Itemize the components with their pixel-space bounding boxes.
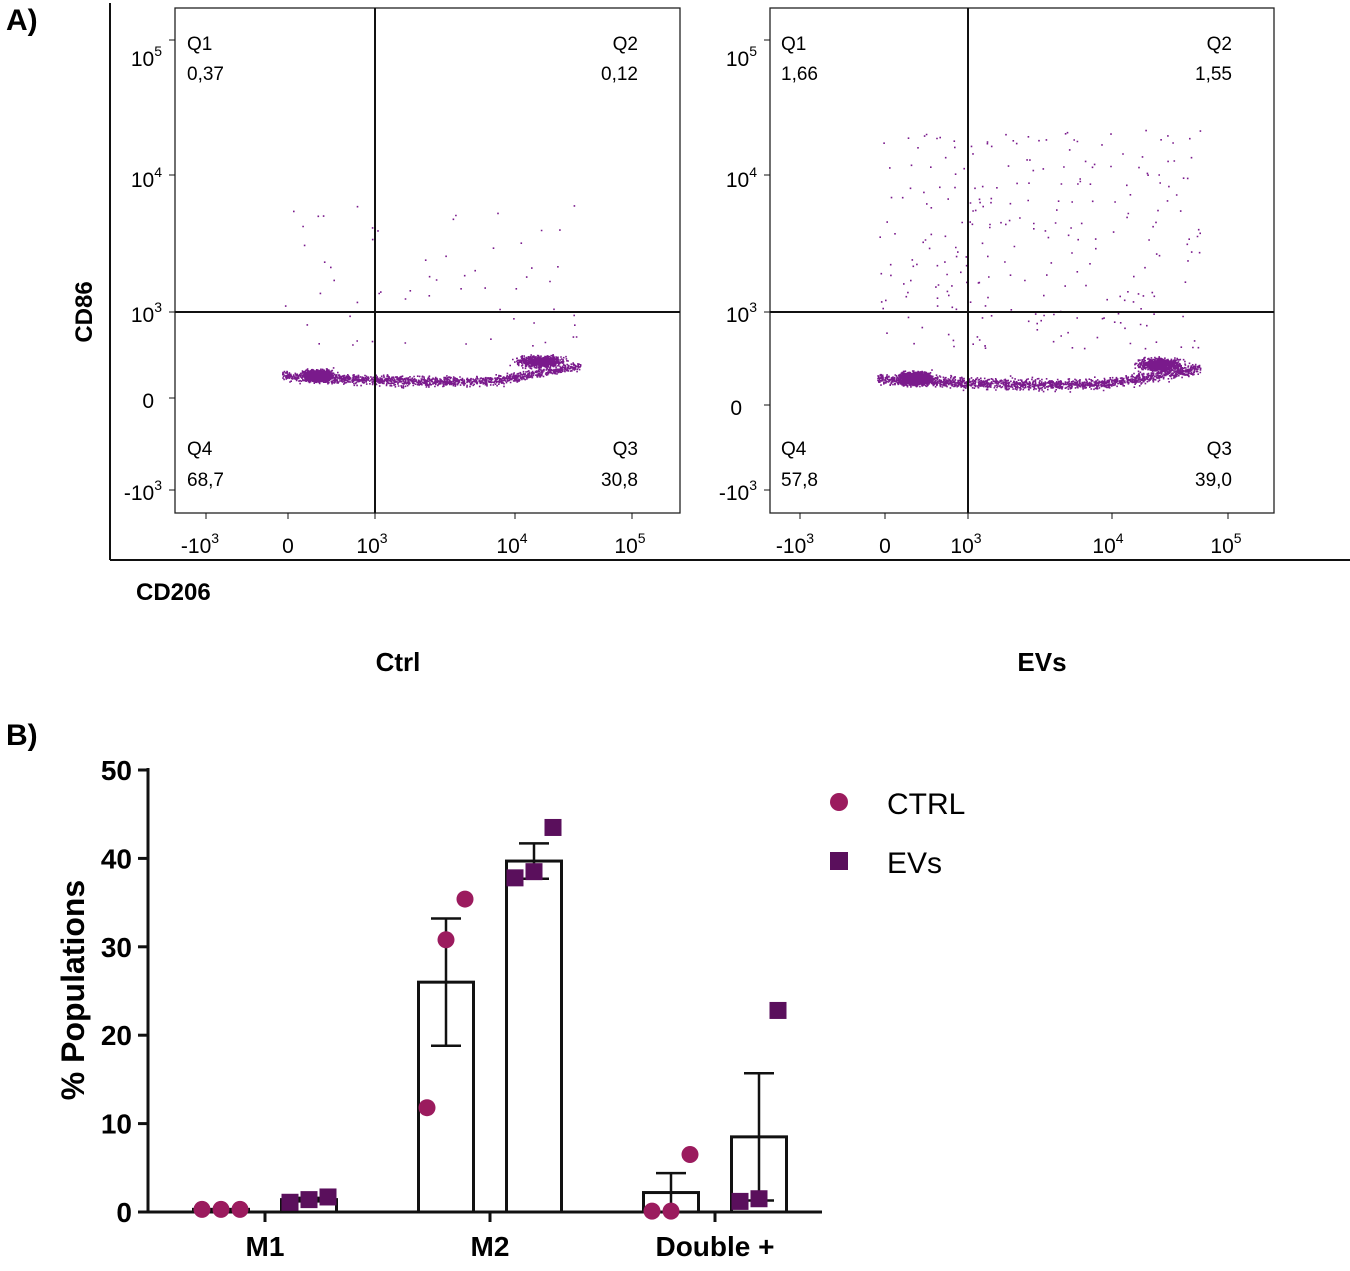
- quadrant-value-q3-evs: 39,0: [1195, 470, 1232, 491]
- flow-plot-ctrl: Q1 0,37 Q2 0,12 Q3 30,8 Q4 68,7 105 104 …: [124, 7, 681, 558]
- data-point-ctrl: [456, 890, 474, 908]
- data-point-evs: [525, 863, 543, 881]
- quadrant-value-q4-ctrl: 68,7: [187, 470, 224, 491]
- data-point-evs: [300, 1191, 318, 1209]
- data-point-ctrl: [212, 1200, 230, 1218]
- data-point-evs: [544, 818, 562, 836]
- x-tick-label: 0: [282, 535, 294, 558]
- y-tick-label: 104: [131, 164, 162, 192]
- x-tick-label: 103: [950, 530, 981, 558]
- quadrant-value-q3-ctrl: 30,8: [601, 470, 638, 491]
- y-ticks-ctrl: 105 104 103 0 -103: [124, 39, 175, 505]
- quadrant-name-q1-ctrl: Q1: [187, 34, 212, 55]
- legend-label-evs: EVs: [887, 847, 942, 880]
- bar-y-tick-label: 30: [101, 932, 132, 963]
- legend-marker-evs: [830, 852, 848, 870]
- quadrant-name-q4-evs: Q4: [781, 439, 807, 460]
- y-tick-label: 104: [726, 164, 757, 192]
- x-tick-label: 104: [496, 530, 527, 558]
- data-point-evs: [506, 869, 524, 887]
- plot-frame-ctrl: [174, 7, 681, 514]
- bar-y-tick-label: 40: [101, 843, 132, 874]
- x-tick-label: -103: [776, 530, 814, 558]
- quadrant-name-q3-evs: Q3: [1207, 439, 1232, 460]
- data-point-ctrl: [662, 1202, 680, 1220]
- scatter-dots: [877, 129, 1202, 393]
- panel-a-label: A): [6, 4, 38, 37]
- quadrant-value-q4-evs: 57,8: [781, 470, 818, 491]
- x-tick-label: 103: [356, 530, 387, 558]
- quadrant-name-q2-ctrl: Q2: [613, 34, 638, 55]
- plot-frame-evs: [769, 7, 1275, 514]
- x-tick-label: 105: [1210, 530, 1241, 558]
- legend: CTRL EVs: [830, 788, 965, 880]
- x-tick-label: 104: [1092, 530, 1123, 558]
- quadrant-name-q3-ctrl: Q3: [613, 439, 638, 460]
- quadrant-name-q1-evs: Q1: [781, 34, 806, 55]
- x-tick-label: 0: [879, 535, 891, 558]
- quadrant-name-q2-evs: Q2: [1207, 34, 1232, 55]
- data-point-evs: [319, 1188, 337, 1206]
- quadrant-value-q2-ctrl: 0,12: [601, 64, 638, 85]
- scatter-points-ctrl: [282, 205, 582, 389]
- y-tick-label: 105: [726, 43, 757, 71]
- data-point-ctrl: [193, 1200, 211, 1218]
- data-point-ctrl: [231, 1200, 249, 1218]
- data-point-evs: [769, 1001, 787, 1019]
- bar-category-label: M2: [471, 1231, 510, 1262]
- x-ticks-ctrl: -103 0 103 104 105: [181, 513, 646, 558]
- x-tick-label: -103: [181, 530, 219, 558]
- scatter-points-evs: [877, 129, 1202, 393]
- data-point-evs: [750, 1190, 768, 1208]
- data-point-evs: [281, 1193, 299, 1211]
- y-tick-label: 105: [131, 43, 162, 71]
- y-axis-label-cd86: CD86: [71, 281, 98, 342]
- bar-chart: 0 10 20 30 40 50 M1 M2 Double +: [101, 755, 822, 1262]
- legend-label-ctrl: CTRL: [887, 788, 965, 821]
- y-ticks-evs: 105 104 103 0 -103: [719, 39, 770, 505]
- y-tick-label: 103: [726, 299, 757, 327]
- bar-category-label: Double +: [655, 1231, 774, 1262]
- y-tick-label: 103: [131, 299, 162, 327]
- legend-marker-ctrl: [830, 793, 848, 811]
- y-tick-label: 0: [730, 397, 742, 420]
- quadrant-name-q4-ctrl: Q4: [187, 439, 213, 460]
- quadrant-value-q1-evs: 1,66: [781, 64, 818, 85]
- bar-y-tick-label: 20: [101, 1020, 132, 1051]
- panel-b-label: B): [6, 719, 38, 752]
- data-point-evs: [731, 1192, 749, 1210]
- y-tick-label: -103: [719, 477, 757, 505]
- scatter-dots: [282, 205, 582, 389]
- x-tick-label: 105: [614, 530, 645, 558]
- bar-y-tick-label: 10: [101, 1109, 132, 1140]
- bar-y-tick-label: 0: [116, 1197, 132, 1228]
- y-tick-label: -103: [124, 477, 162, 505]
- data-point-ctrl: [681, 1146, 699, 1164]
- plot-title-evs: EVs: [1017, 647, 1066, 677]
- bar-evs-1: [505, 859, 563, 1214]
- y-tick-label: 0: [142, 390, 154, 413]
- quadrant-value-q2-evs: 1,55: [1195, 64, 1232, 85]
- flow-plot-evs: Q1 1,66 Q2 1,55 Q3 39,0 Q4 57,8 105 104 …: [719, 7, 1275, 558]
- bar-category-label: M1: [246, 1231, 285, 1262]
- x-ticks-evs: -103 0 103 104 105: [776, 513, 1242, 558]
- x-axis-label-cd206: CD206: [136, 579, 211, 606]
- plot-title-ctrl: Ctrl: [376, 647, 421, 677]
- data-point-ctrl: [437, 931, 455, 949]
- data-point-ctrl: [418, 1099, 436, 1117]
- bar-y-tick-label: 50: [101, 755, 132, 786]
- data-point-ctrl: [643, 1202, 661, 1220]
- quadrant-value-q1-ctrl: 0,37: [187, 64, 224, 85]
- bar-y-axis-label: % Populations: [55, 880, 91, 1100]
